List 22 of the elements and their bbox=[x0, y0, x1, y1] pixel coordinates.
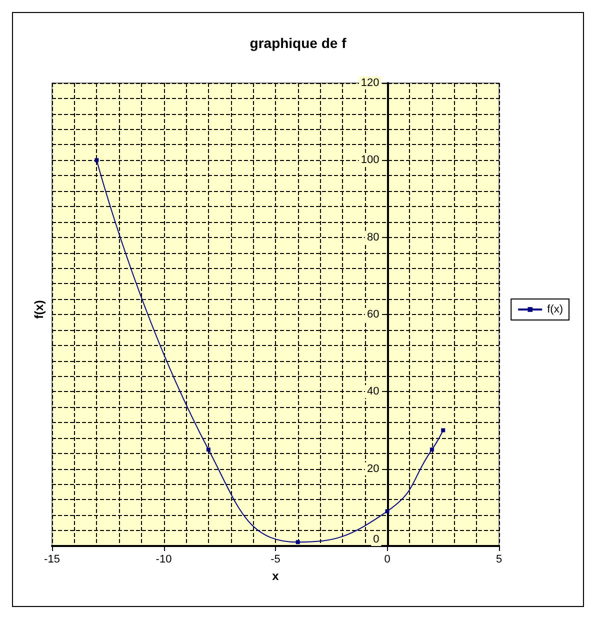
x-tick-label: 0 bbox=[384, 554, 390, 566]
point bbox=[385, 509, 390, 514]
y-tick-label: 40 bbox=[367, 386, 380, 398]
y-tick-label: 0 bbox=[373, 534, 380, 546]
point bbox=[206, 448, 210, 452]
legend-label: f(x) bbox=[547, 304, 564, 316]
point bbox=[430, 448, 434, 452]
y-tick-label: 100 bbox=[360, 154, 380, 166]
y-tick-label: 120 bbox=[360, 77, 380, 89]
point bbox=[296, 540, 300, 544]
chart-title: graphique de f bbox=[250, 35, 347, 51]
y-tick-label: 60 bbox=[367, 308, 380, 320]
y-tick-label: 80 bbox=[367, 231, 380, 244]
x-tick-label: -5 bbox=[270, 554, 280, 566]
x-tick-label: -10 bbox=[156, 554, 172, 566]
y-tick-label: 20 bbox=[367, 462, 380, 475]
point bbox=[94, 158, 99, 162]
x-tick-label: 5 bbox=[496, 554, 502, 566]
x-tick-label: -15 bbox=[44, 554, 60, 566]
point bbox=[441, 428, 446, 432]
x-axis-title: x bbox=[272, 568, 280, 583]
y-axis-title: f(x) bbox=[32, 300, 46, 319]
